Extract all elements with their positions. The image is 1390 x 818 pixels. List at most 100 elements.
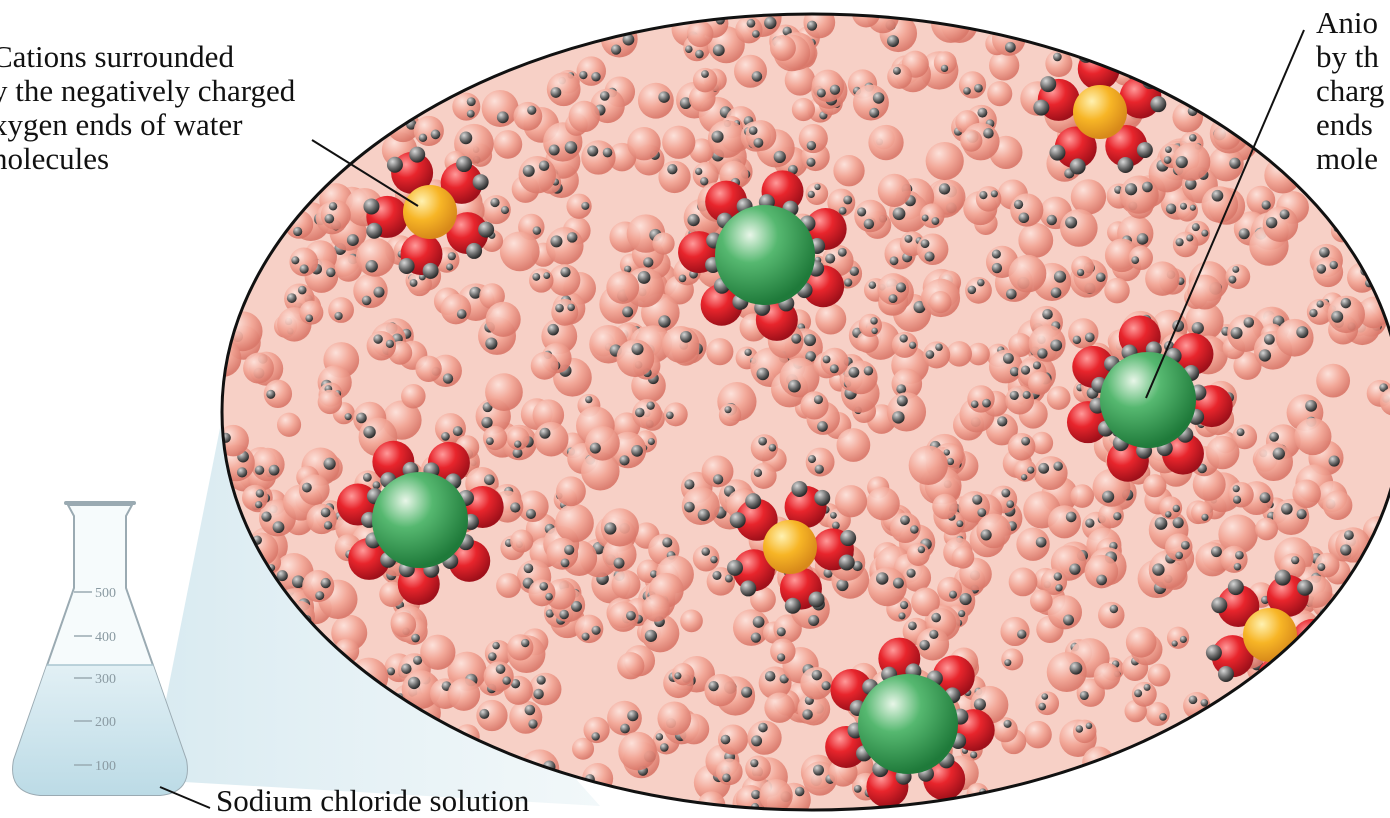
water-molecule xyxy=(1028,324,1066,362)
water-molecule xyxy=(989,50,1020,81)
water-molecule xyxy=(827,188,856,217)
water-molecule xyxy=(636,559,661,584)
water-molecule xyxy=(1040,568,1068,595)
water-molecule xyxy=(976,513,1012,549)
water-molecule xyxy=(568,100,600,133)
water-molecule xyxy=(1047,595,1083,630)
water-molecule xyxy=(1024,720,1052,749)
oxygen-atom xyxy=(1171,332,1214,375)
water-molecule xyxy=(1192,467,1226,501)
oxygen-atom xyxy=(732,549,775,592)
water-molecule xyxy=(1335,527,1371,563)
water-molecule xyxy=(434,413,466,445)
water-molecule xyxy=(528,672,562,706)
water-molecule xyxy=(929,291,952,314)
water-molecule xyxy=(1166,626,1190,649)
water-molecule xyxy=(967,385,995,413)
label-line: ends xyxy=(1316,107,1373,142)
water-molecule xyxy=(715,758,743,786)
water-molecule xyxy=(454,123,494,164)
water-molecule xyxy=(611,570,641,600)
water-molecule xyxy=(576,56,607,86)
hydrogen-atom xyxy=(838,554,855,571)
water-molecule xyxy=(1104,238,1139,273)
water-molecule xyxy=(1306,298,1333,325)
water-molecule xyxy=(484,639,512,667)
hydrogen-atom xyxy=(784,597,801,614)
hydrogen-atom xyxy=(808,591,825,608)
water-molecule xyxy=(1030,589,1053,613)
hydrogen-atom xyxy=(1150,96,1167,113)
sodium-ion xyxy=(1073,85,1127,139)
flask-liquid xyxy=(13,665,187,795)
water-molecule xyxy=(689,138,714,164)
water-molecule xyxy=(572,737,595,760)
water-molecule xyxy=(858,313,882,337)
water-molecule xyxy=(958,71,987,99)
water-molecule xyxy=(509,700,543,734)
water-molecule xyxy=(1316,363,1351,398)
oxygen-atom xyxy=(705,180,748,223)
oxygen-atom xyxy=(735,498,778,541)
water-molecule xyxy=(510,529,534,553)
sodium-cation-cluster xyxy=(363,146,495,279)
oxygen-atom xyxy=(1161,432,1204,475)
water-molecule xyxy=(887,64,912,89)
water-molecule xyxy=(355,237,395,277)
label-line: nolecules xyxy=(0,141,110,176)
water-molecule xyxy=(745,120,777,151)
water-molecule xyxy=(518,155,557,194)
water-molecule xyxy=(747,720,782,755)
water-molecule xyxy=(764,692,795,723)
water-molecule xyxy=(1008,333,1033,358)
water-molecule xyxy=(642,594,670,622)
chloride-ion xyxy=(715,205,815,305)
water-molecule xyxy=(302,570,335,603)
anion-label: Anio by th charg ends mole xyxy=(1316,6,1384,176)
water-molecule xyxy=(946,341,972,367)
water-molecule xyxy=(551,298,579,326)
water-molecule xyxy=(815,303,847,335)
water-molecule xyxy=(298,474,330,506)
solution-label: Sodium chloride solution xyxy=(216,783,530,818)
label-line: xygen ends of water xyxy=(0,107,243,142)
hydrogen-atom xyxy=(1274,569,1291,586)
hydrogen-atom xyxy=(1040,76,1057,93)
water-molecule xyxy=(1228,481,1254,508)
water-molecule xyxy=(759,778,793,810)
water-molecule xyxy=(328,297,354,323)
water-molecule xyxy=(1035,691,1060,716)
water-molecule xyxy=(1314,552,1340,578)
water-molecule xyxy=(241,484,269,511)
hydrogen-atom xyxy=(366,222,383,239)
water-molecule xyxy=(1000,616,1030,647)
water-molecule xyxy=(686,20,714,48)
water-molecule xyxy=(975,186,1002,212)
water-molecule xyxy=(566,193,592,219)
oxygen-atom xyxy=(830,668,873,711)
hydrogen-atom xyxy=(1296,579,1313,596)
oxygen-atom xyxy=(1257,656,1300,699)
erlenmeyer-flask: 500 400 300 200 100 xyxy=(12,501,188,796)
water-molecule xyxy=(1294,417,1332,456)
hydrogen-atom xyxy=(422,262,439,279)
water-molecule xyxy=(701,455,734,488)
oxygen-atom xyxy=(348,537,391,580)
water-molecule xyxy=(1027,371,1052,395)
water-molecule xyxy=(734,54,768,88)
oxygen-atom xyxy=(1105,125,1148,168)
water-molecule xyxy=(805,447,835,477)
water-molecule xyxy=(988,349,1023,384)
hydrogen-atom xyxy=(1069,158,1086,175)
hydrogen-atom xyxy=(1285,680,1302,697)
water-molecule xyxy=(798,123,828,154)
water-molecule xyxy=(707,120,746,158)
water-molecule xyxy=(758,666,792,700)
water-molecule xyxy=(1175,199,1198,222)
hydrogen-atom xyxy=(1205,644,1222,661)
flask-tick-label: 300 xyxy=(95,672,116,687)
water-molecule xyxy=(923,341,951,369)
water-molecule xyxy=(805,182,829,206)
water-molecule xyxy=(1131,681,1157,707)
hydrogen-atom xyxy=(456,156,473,173)
